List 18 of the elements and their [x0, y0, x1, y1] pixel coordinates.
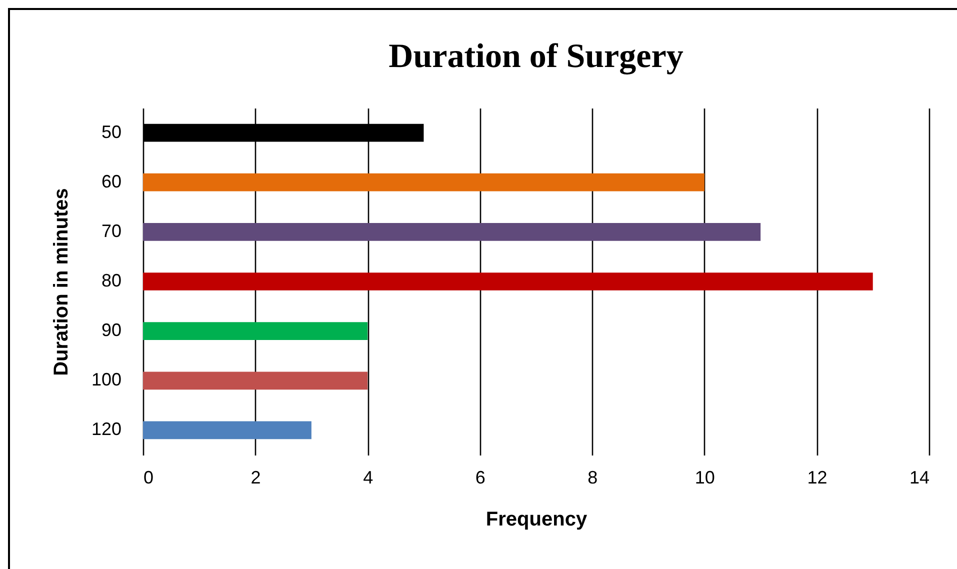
y-tick-label: 70: [101, 220, 122, 241]
x-tick-label: 12: [807, 468, 828, 488]
x-axis-title: Frequency: [486, 508, 588, 530]
x-tick-label: 2: [250, 468, 261, 488]
x-tick-label: 6: [475, 468, 486, 488]
y-axis-title: Duration in minutes: [50, 188, 72, 376]
chart-title: Duration of Surgery: [388, 38, 684, 75]
x-tick-label: 0: [144, 468, 154, 488]
y-tick-label: 50: [101, 122, 122, 142]
y-tick-label: 90: [101, 320, 122, 340]
y-tick-label: 80: [101, 270, 122, 290]
y-tick-label: 100: [91, 370, 122, 390]
y-tick-label: 60: [101, 171, 122, 192]
x-tick-label: 14: [909, 468, 930, 488]
x-tick-label: 4: [363, 468, 374, 488]
x-tick-label: 10: [694, 468, 715, 488]
y-tick-label: 120: [91, 419, 122, 440]
x-tick-label: 8: [588, 468, 598, 488]
